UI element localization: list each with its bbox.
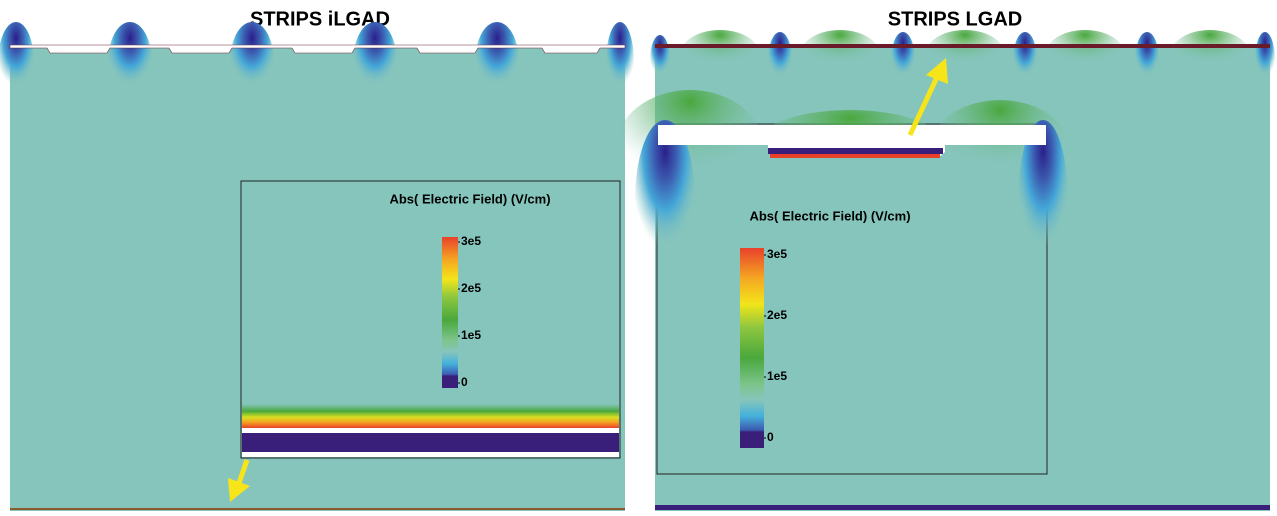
panel-title: STRIPS LGAD xyxy=(888,8,1022,30)
arrow-head xyxy=(926,58,948,84)
colorbar-tick-label: 0 xyxy=(461,375,468,389)
legend-title: Abs( Electric Field) (V/cm) xyxy=(749,208,910,223)
gain-layer xyxy=(770,154,940,158)
colorbar-tick-label: 1e5 xyxy=(461,328,481,342)
field-spots xyxy=(650,30,1275,88)
panel-title: STRIPS iLGAD xyxy=(250,8,390,30)
field-spots xyxy=(0,22,634,102)
colorbar-tick-label: 2e5 xyxy=(461,281,481,295)
panel-lgad: STRIPS LGAD Abs( Electric Field) (V/cm) … xyxy=(615,8,1275,511)
surface-layer xyxy=(658,125,1046,158)
colorbar-ticks: 3e5 2e5 1e5 0 xyxy=(764,247,787,444)
colorbar xyxy=(740,248,764,448)
arrow-head xyxy=(228,478,250,502)
gap xyxy=(242,428,619,433)
implant xyxy=(768,148,943,154)
colorbar-tick-label: 0 xyxy=(767,430,774,444)
colorbar xyxy=(442,237,458,388)
gap xyxy=(242,452,619,457)
arrow xyxy=(907,73,941,137)
colorbar-tick-label: 3e5 xyxy=(461,234,481,248)
depleted-band xyxy=(242,433,619,452)
surface-layer xyxy=(9,44,626,54)
surface-layer xyxy=(655,44,1270,48)
panel-ilgad: STRIPS iLGAD Abs( Electric Field) (V/cm)… xyxy=(0,8,634,511)
back-contact xyxy=(655,505,1270,510)
legend-title: Abs( Electric Field) (V/cm) xyxy=(389,191,550,206)
colorbar-tick-label: 1e5 xyxy=(767,369,787,383)
colorbar-tick-label: 3e5 xyxy=(767,247,787,261)
arrow xyxy=(235,459,250,487)
colorbar-ticks: 3e5 2e5 1e5 0 xyxy=(458,234,481,389)
gain-band xyxy=(242,404,619,428)
colorbar-tick-label: 2e5 xyxy=(767,308,787,322)
